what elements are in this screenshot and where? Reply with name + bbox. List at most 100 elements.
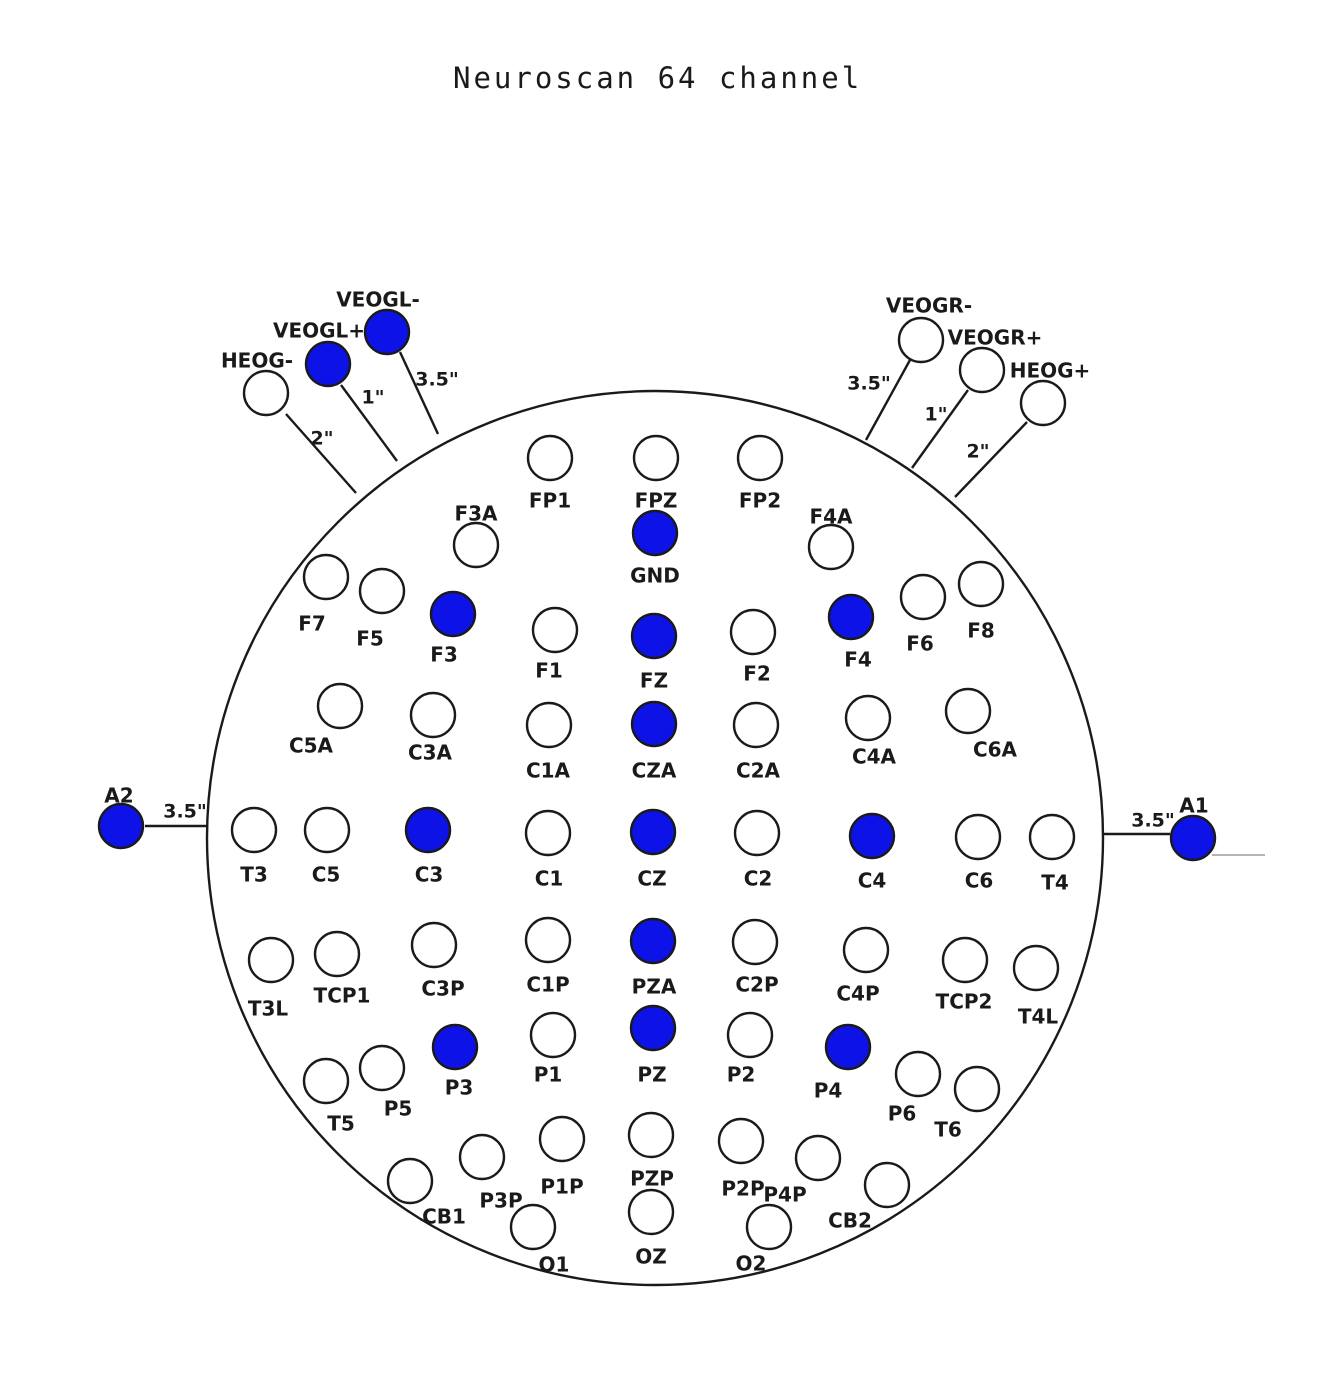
electrode-label-c1p: C1P (526, 973, 569, 997)
electrode-site-pzp (627, 1111, 675, 1159)
electrode-label-pzp: PZP (630, 1167, 674, 1191)
electrode-gnd: GND (630, 509, 680, 588)
electrode-label-c4: C4 (858, 869, 887, 893)
electrode-site-gnd (631, 509, 679, 557)
electrode-site-o1 (509, 1203, 557, 1251)
electrode-label-o2: O2 (736, 1252, 767, 1276)
electrode-site-a2 (97, 802, 145, 850)
electrode-c2a: C2A (732, 701, 781, 783)
electrode-p4: P4 (814, 1023, 872, 1103)
electrode-site-c5a (316, 682, 364, 730)
electrode-label-p3: P3 (445, 1076, 474, 1100)
electrode-label-c6: C6 (965, 869, 994, 893)
electrode-a2: A2 (97, 784, 145, 850)
wire-heog-left (285, 413, 357, 494)
electrode-label-f3: F3 (430, 643, 458, 667)
electrode-site-fz (630, 612, 678, 660)
electrode-label-c5: C5 (312, 863, 341, 887)
electrode-tcp2: TCP2 (936, 936, 992, 1014)
electrode-label-t6: T6 (934, 1118, 962, 1142)
electrode-t6: T6 (934, 1065, 1001, 1142)
electrode-f8: F8 (957, 560, 1005, 643)
electrode-site-f7 (302, 553, 350, 601)
electrode-label-p3p: P3P (479, 1189, 522, 1213)
electrode-label-c6a: C6A (973, 738, 1018, 762)
electrode-label-fz: FZ (640, 669, 668, 693)
electrode-site-a1 (1169, 814, 1217, 862)
electrode-label-fp1: FP1 (529, 489, 571, 513)
electrode-label-c3a: C3A (408, 741, 453, 765)
electrode-site-c3 (404, 806, 452, 854)
electrode-site-o2 (745, 1203, 793, 1251)
electrode-label-veogr-plus: VEOGR+ (948, 326, 1043, 350)
electrode-label-f3a: F3A (454, 502, 498, 526)
electrode-site-t4l (1012, 944, 1060, 992)
electrode-site-f6 (899, 573, 947, 621)
electrode-site-p6 (894, 1050, 942, 1098)
head-outline (205, 389, 1105, 1287)
electrode-label-f6: F6 (906, 632, 934, 656)
electrode-site-t4 (1028, 813, 1076, 861)
diagram-title: Neuroscan 64 channel (453, 61, 862, 95)
electrode-p1: P1 (529, 1011, 577, 1087)
electrode-label-cb2: CB2 (828, 1209, 872, 1233)
electrode-label-c1a: C1A (526, 759, 571, 783)
electrode-tcp1: TCP1 (314, 930, 370, 1008)
electrode-a1: A1 (1169, 794, 1217, 862)
electrode-site-fpz (632, 434, 680, 482)
electrode-f6: F6 (899, 573, 947, 656)
electrode-site-c3p (410, 921, 458, 969)
electrode-label-cz: CZ (637, 867, 666, 891)
electrode-label-c4p: C4P (836, 982, 879, 1006)
electrode-label-a1: A1 (1179, 794, 1208, 818)
electrode-p3p: P3P (458, 1133, 523, 1213)
electrode-c2p: C2P (731, 918, 779, 997)
electrode-site-veogl-plus (304, 340, 352, 388)
electrode-c5: C5 (303, 806, 351, 887)
electrode-pzp: PZP (627, 1111, 675, 1191)
electrode-label-pza: PZA (632, 975, 677, 999)
electrode-c4: C4 (848, 812, 896, 893)
wire-veogr-plus (911, 389, 969, 469)
distance-label: 2" (310, 428, 333, 450)
electrode-p3: P3 (431, 1023, 479, 1100)
electrode-label-heog-plus: HEOG+ (1010, 359, 1091, 383)
distance-label: 3.5" (415, 369, 459, 391)
electrode-p4p: P4P (763, 1134, 842, 1207)
electrode-t5: T5 (302, 1057, 355, 1136)
electrode-label-a2: A2 (104, 784, 133, 808)
electrode-site-c5 (303, 806, 351, 854)
electrode-veogr-plus: VEOGR+ (948, 326, 1043, 394)
electrode-site-c4 (848, 812, 896, 860)
electrode-site-t5 (302, 1057, 350, 1105)
electrode-c4p: C4P (836, 926, 890, 1006)
electrode-site-pza (629, 917, 677, 965)
electrode-oz: OZ (627, 1188, 675, 1269)
electrode-site-t3l (247, 936, 295, 984)
electrode-f4a: F4A (807, 505, 855, 571)
electrode-c1: C1 (524, 809, 572, 891)
electrode-site-f3a (452, 521, 500, 569)
wire-heog-right (954, 421, 1028, 498)
electrode-site-p3p (458, 1133, 506, 1181)
electrode-p6: P6 (888, 1050, 942, 1126)
electrode-site-p1 (529, 1011, 577, 1059)
electrode-site-c6a (944, 687, 992, 735)
electrode-label-f4a: F4A (809, 505, 853, 529)
electrode-cz: CZ (629, 808, 677, 891)
electrode-label-c1: C1 (535, 867, 564, 891)
electrode-c3p: C3P (410, 921, 465, 1001)
electrode-site-cz (629, 808, 677, 856)
electrode-site-f2 (729, 608, 777, 656)
electrode-site-t3 (230, 806, 278, 854)
electrode-label-cb1: CB1 (422, 1205, 466, 1229)
electrode-o2: O2 (736, 1203, 793, 1276)
electrode-label-c3: C3 (415, 863, 444, 887)
electrode-t4l: T4L (1012, 944, 1060, 1029)
electrode-label-c2a: C2A (736, 759, 781, 783)
electrode-c6a: C6A (944, 687, 1018, 762)
electrode-c3: C3 (404, 806, 452, 887)
electrode-site-c2p (731, 918, 779, 966)
distance-label: 2" (966, 441, 989, 463)
electrode-label-c5a: C5A (289, 734, 334, 758)
